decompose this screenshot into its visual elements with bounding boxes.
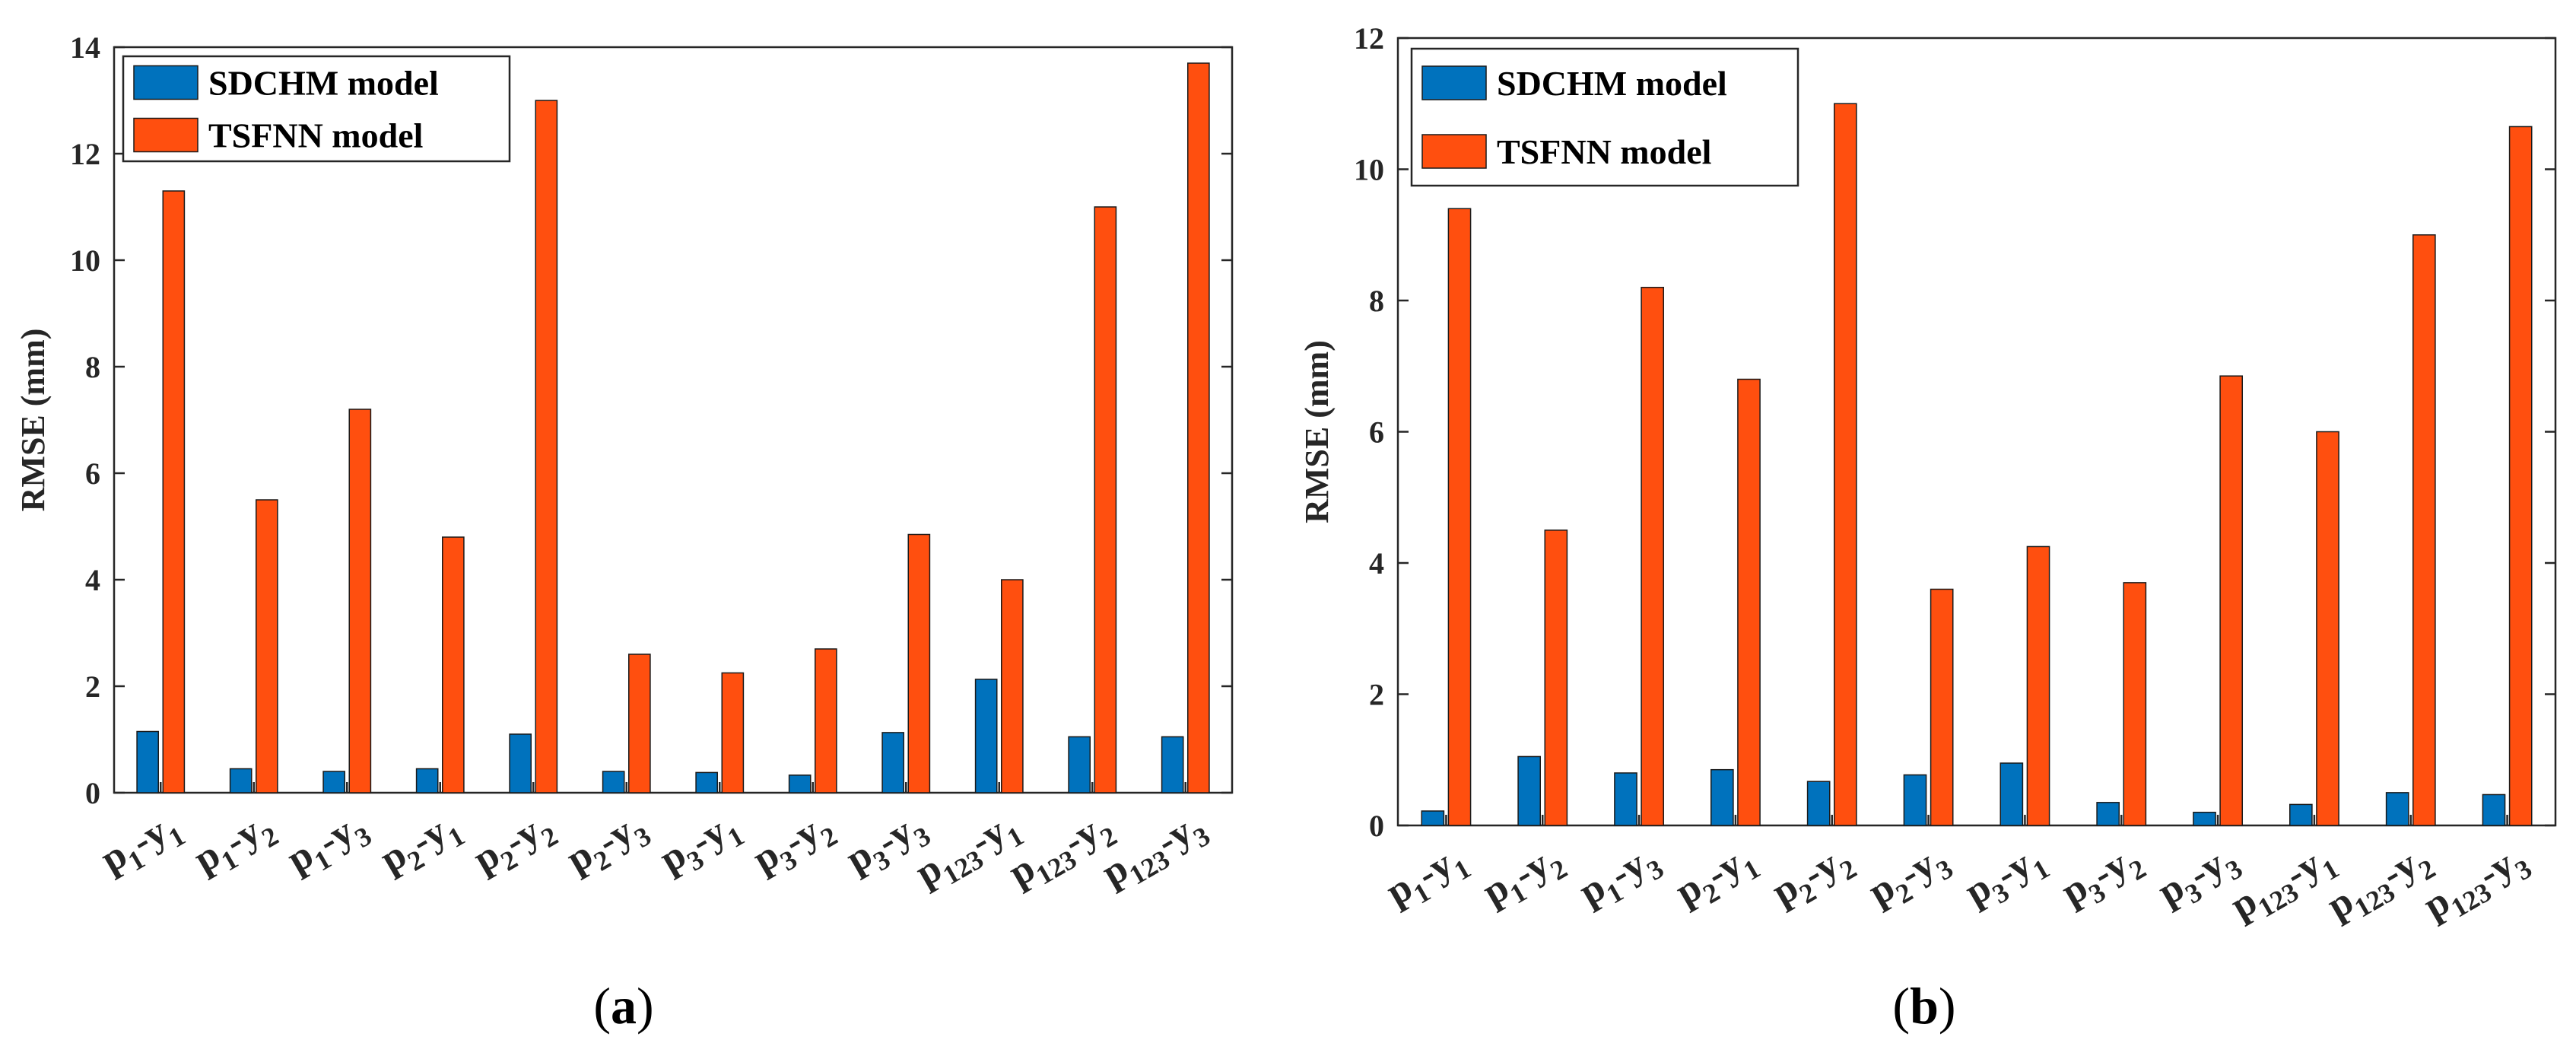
bar-sdchm-p123-y2 xyxy=(2385,792,2409,826)
x-tick-label: p2-y2 xyxy=(466,803,563,888)
bar-sdchm-p1-y3 xyxy=(1614,772,1637,826)
bar-tsfnn-p2-y2 xyxy=(535,100,558,793)
y-tick-label: 8 xyxy=(85,350,100,384)
bar-sdchm-p3-y2 xyxy=(788,774,812,793)
bar-sdchm-p1-y3 xyxy=(322,771,346,793)
legend-swatch xyxy=(133,117,199,153)
x-tick-label: p2-y3 xyxy=(1861,835,1958,921)
bar-sdchm-p1-y1 xyxy=(1421,810,1445,826)
x-tick-label: p3-y1 xyxy=(1958,835,2054,921)
bar-sdchm-p123-y2 xyxy=(1068,736,1091,793)
bar-tsfnn-p123-y1 xyxy=(1001,579,1024,793)
bar-tsfnn-p123-y2 xyxy=(1094,206,1117,793)
bar-tsfnn-p3-y2 xyxy=(815,648,837,793)
legend-label: TSFNN model xyxy=(1497,132,1711,171)
bar-sdchm-p3-y3 xyxy=(2193,812,2216,826)
bar-tsfnn-p3-y1 xyxy=(721,672,745,793)
bar-sdchm-p3-y3 xyxy=(881,732,904,793)
legend-label: TSFNN model xyxy=(208,116,423,155)
x-tick-label: p2-y1 xyxy=(373,803,470,888)
bar-sdchm-p1-y1 xyxy=(136,730,159,793)
bar-sdchm-p123-y1 xyxy=(2289,803,2313,826)
y-axis-title: RMSE (mm) xyxy=(1298,340,1336,523)
x-tick-label: p1-y1 xyxy=(94,803,190,888)
y-tick-label: 4 xyxy=(1369,546,1384,580)
bar-tsfnn-p2-y3 xyxy=(1930,588,1954,826)
y-tick-label: 2 xyxy=(1369,678,1384,712)
x-tick-label: p1-y3 xyxy=(280,803,376,888)
bar-sdchm-p123-y3 xyxy=(2482,793,2506,826)
x-tick-label: p1-y2 xyxy=(187,803,284,888)
bar-sdchm-p2-y2 xyxy=(1806,781,1831,826)
bar-tsfnn-p1-y2 xyxy=(256,499,278,793)
x-tick-label: p1-y3 xyxy=(1572,835,1669,921)
bar-tsfnn-p2-y2 xyxy=(1834,103,1857,826)
x-tick-label: p123-y2 xyxy=(2320,835,2440,934)
y-axis-title: RMSE (mm) xyxy=(14,329,52,512)
panel-caption-b: (b) xyxy=(1892,977,1955,1035)
bar-tsfnn-p3-y1 xyxy=(2026,545,2050,826)
bar-tsfnn-p2-y3 xyxy=(628,654,651,793)
bar-sdchm-p3-y1 xyxy=(695,771,719,793)
bar-tsfnn-p123-y1 xyxy=(2316,431,2339,826)
bar-tsfnn-p2-y1 xyxy=(442,536,465,793)
y-tick-label: 4 xyxy=(85,563,100,597)
bar-sdchm-p3-y2 xyxy=(2096,802,2120,826)
x-tick-label: p2-y2 xyxy=(1765,835,1862,921)
bar-sdchm-p2-y3 xyxy=(1903,774,1927,826)
x-tick-label: p3-y2 xyxy=(746,803,843,888)
y-tick-label: 6 xyxy=(85,456,100,491)
bar-tsfnn-p1-y3 xyxy=(348,409,372,793)
legend-label: SDCHM model xyxy=(208,64,439,103)
bar-tsfnn-p123-y2 xyxy=(2412,234,2436,826)
legend-swatch xyxy=(133,65,199,100)
bar-tsfnn-p1-y3 xyxy=(1641,287,1665,826)
axes-box-a xyxy=(113,46,1234,794)
y-tick-label: 0 xyxy=(1369,809,1384,843)
bar-tsfnn-p3-y2 xyxy=(2123,582,2147,826)
y-tick-label: 6 xyxy=(1369,415,1384,450)
y-tick-label: 0 xyxy=(85,776,100,810)
y-tick-label: 12 xyxy=(70,137,100,171)
x-tick-label: p2-y1 xyxy=(1669,835,1765,921)
x-tick-label: p123-y1 xyxy=(2223,835,2343,934)
bar-tsfnn-p1-y2 xyxy=(1544,530,1568,826)
legend-swatch xyxy=(1421,65,1487,100)
y-tick-label: 2 xyxy=(85,669,100,704)
legend-swatch xyxy=(1421,134,1487,169)
x-tick-label: p1-y1 xyxy=(1379,835,1475,921)
bar-sdchm-p2-y1 xyxy=(415,768,439,793)
y-tick-label: 14 xyxy=(70,30,100,65)
chart-panel-a: 0 2 4 6 8 10 12 14 RMSE (mm) p1-y1p1-y2p1-y3p2-y1… xyxy=(14,30,1234,1035)
y-tick-label: 10 xyxy=(70,243,100,278)
bar-sdchm-p1-y2 xyxy=(1517,755,1542,826)
x-tick-label: p2-y3 xyxy=(560,803,656,888)
bar-tsfnn-p3-y3 xyxy=(2219,375,2244,826)
y-tick-label: 10 xyxy=(1354,153,1384,187)
bar-sdchm-p123-y3 xyxy=(1161,736,1184,793)
y-tick-label: 8 xyxy=(1369,284,1384,318)
bar-tsfnn-p3-y3 xyxy=(907,533,931,793)
y-tick-label: 12 xyxy=(1354,21,1384,56)
bar-sdchm-p1-y2 xyxy=(229,768,253,793)
bar-sdchm-p2-y2 xyxy=(509,733,532,793)
bar-tsfnn-p2-y1 xyxy=(1737,378,1761,826)
x-tick-label: p123-y3 xyxy=(1094,803,1215,902)
x-tick-label: p3-y1 xyxy=(653,803,749,888)
bar-sdchm-p2-y3 xyxy=(602,771,625,793)
bar-tsfnn-p1-y1 xyxy=(1447,208,1472,826)
bar-tsfnn-p1-y1 xyxy=(162,190,186,793)
bar-tsfnn-p123-y3 xyxy=(2508,126,2533,826)
bar-tsfnn-p123-y3 xyxy=(1187,62,1210,793)
legend-label: SDCHM model xyxy=(1497,64,1727,103)
bar-sdchm-p2-y1 xyxy=(1710,768,1734,826)
bar-sdchm-p123-y1 xyxy=(974,679,998,793)
x-tick-label: p123-y3 xyxy=(2416,835,2536,934)
panel-caption-a: (a) xyxy=(593,977,653,1035)
bar-sdchm-p3-y1 xyxy=(1999,762,2024,826)
x-tick-label: p3-y2 xyxy=(2054,835,2151,921)
x-tick-label: p1-y2 xyxy=(1475,835,1572,921)
